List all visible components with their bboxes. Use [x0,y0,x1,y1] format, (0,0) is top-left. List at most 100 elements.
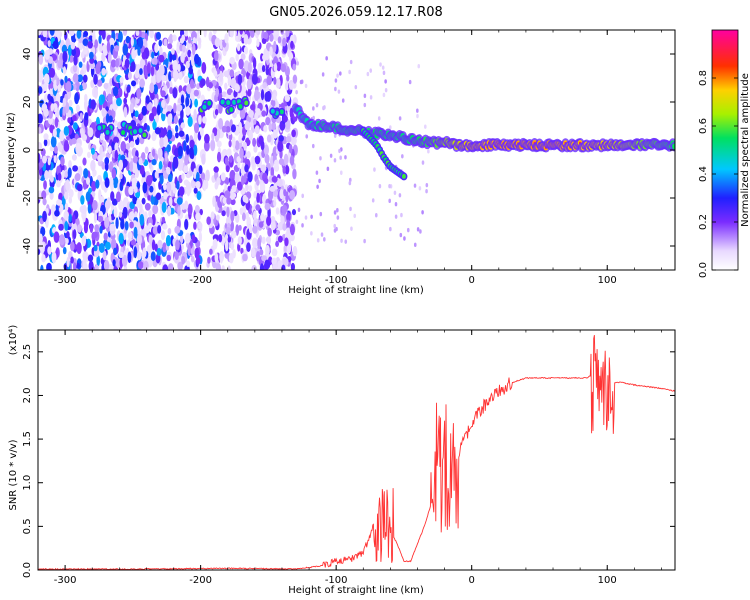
noise-cell [72,63,78,73]
noise-cell [180,52,185,63]
noise-cell [94,39,99,49]
noise-cell [171,54,177,61]
colorbar: 0.0 0.2 0.4 0.6 0.8 Normalized spectral ampl… [698,29,750,278]
noise-cell [388,183,391,189]
noise-cell [149,30,155,39]
noise-cell [76,30,82,39]
noise-cell [180,108,184,121]
noise-cell [187,203,193,216]
noise-cell [110,191,115,202]
noise-cell [174,251,179,261]
noise-cell [173,115,178,125]
noise-cell [92,200,98,211]
noise-cell [282,37,287,47]
noise-cell [124,58,130,69]
noise-cell [250,104,256,111]
noise-cell [274,159,280,167]
y-tick-label: 2.0 [22,388,33,404]
patch-cell [238,104,243,110]
noise-cell [421,160,425,165]
noise-cell [229,191,236,200]
noise-cell [265,117,271,126]
noise-cell [181,173,185,181]
noise-cell [96,254,101,267]
noise-cell [87,127,94,138]
noise-cell [42,155,47,164]
noise-cell [110,59,117,68]
noise-cell [109,161,114,173]
noise-cell [72,73,79,83]
noise-cell [283,244,288,252]
patch-cell [244,100,249,106]
noise-cell [289,234,295,242]
noise-cell [73,54,78,66]
noise-cell [315,170,319,175]
noise-cell [384,79,387,84]
noise-cell [172,34,177,42]
noise-cell [58,223,64,231]
noise-cell [72,229,77,240]
noise-cell [256,38,260,48]
noise-cell [282,165,286,174]
noise-cell [187,116,193,128]
noise-cell [284,81,289,91]
noise-cell [295,219,299,225]
noise-cell [273,30,279,35]
noise-cell [427,149,430,154]
noise-cell [227,265,231,270]
noise-cell [261,64,266,73]
noise-cell [112,100,118,112]
noise-cell [227,236,232,243]
noise-cell [279,188,284,200]
noise-cell [126,85,131,93]
noise-cell [87,40,93,49]
noise-cell [38,30,42,36]
noise-cell [213,166,219,173]
noise-cell [229,56,235,65]
noise-cell [255,204,261,211]
noise-cell [57,142,63,153]
noise-cell [178,130,185,137]
noise-cell [384,87,388,93]
noise-cell [130,80,137,87]
noise-cell [59,234,66,246]
noise-cell [151,239,156,251]
noise-cell [129,141,135,148]
x-tick-label: -200 [189,275,212,286]
noise-cell [339,155,342,160]
noise-cell [66,256,70,268]
noise-cell [159,137,165,149]
noise-cell [167,43,173,50]
noise-cell [238,224,242,231]
noise-cell [47,93,52,101]
noise-cell [413,183,417,188]
noise-cell [82,262,88,270]
y-tick-label: -40 [22,238,33,254]
noise-cell [90,30,96,36]
noise-cell [178,71,183,81]
noise-cell [206,216,211,225]
noise-cell [107,145,112,154]
noise-cell [246,78,252,90]
noise-cell [242,253,248,262]
colorbar-tick-label: 0.6 [698,118,709,134]
noise-cell [68,160,72,169]
noise-cell [179,64,186,72]
noise-cell [113,127,118,136]
noise-cell [416,108,419,113]
noise-cell [148,222,153,229]
noise-cell [234,83,240,93]
noise-cell [129,161,134,172]
noise-cell [122,30,128,37]
noise-cell [216,128,221,140]
noise-cell [107,93,113,103]
noise-cell [125,142,131,150]
noise-cell [204,133,210,144]
noise-cell [93,211,98,224]
noise-cell [139,165,145,175]
noise-cell [49,175,54,183]
noise-cell [239,207,244,216]
noise-cell [310,231,313,236]
noise-cell [161,201,167,213]
noise-cell [378,184,382,189]
